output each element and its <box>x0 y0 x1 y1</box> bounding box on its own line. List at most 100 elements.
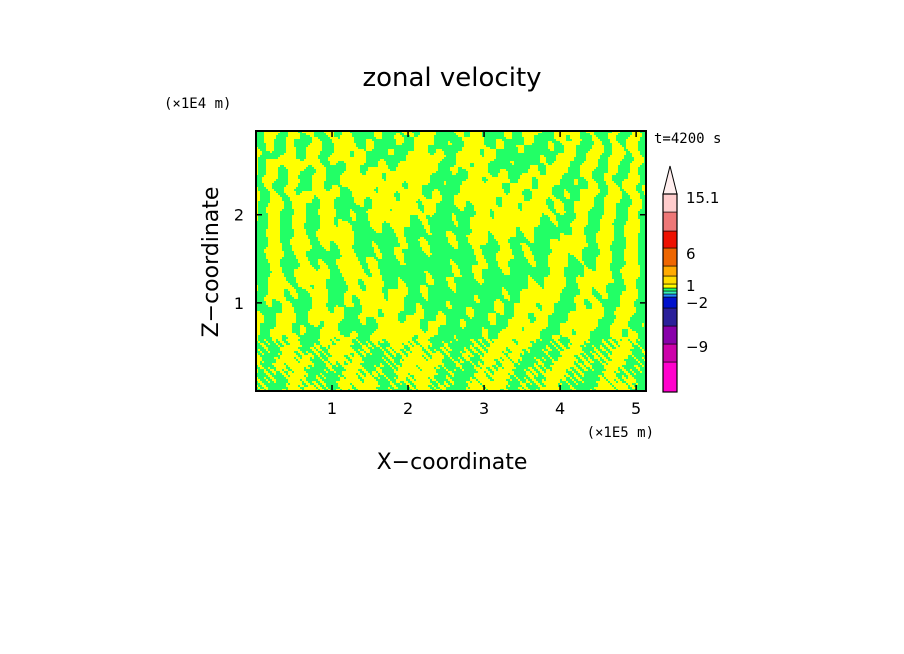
field-segment <box>276 137 286 139</box>
field-segment <box>306 221 320 223</box>
field-segment <box>458 241 468 243</box>
field-segment <box>304 369 324 371</box>
field-segment <box>598 323 612 325</box>
field-segment <box>560 349 564 351</box>
field-segment <box>612 273 622 275</box>
field-segment <box>376 259 398 261</box>
field-segment <box>540 383 544 385</box>
field-segment <box>378 309 382 311</box>
field-segment <box>634 385 646 387</box>
field-segment <box>524 351 528 353</box>
field-segment <box>638 261 646 263</box>
field-segment <box>434 143 448 145</box>
field-segment <box>432 275 454 277</box>
field-segment <box>378 383 390 385</box>
field-segment <box>284 363 286 365</box>
field-segment <box>430 381 436 383</box>
field-segment <box>364 269 370 271</box>
field-segment <box>278 173 288 175</box>
field-segment <box>586 353 592 355</box>
field-segment <box>362 381 364 383</box>
field-segment <box>584 303 592 305</box>
field-segment <box>412 345 414 347</box>
field-segment <box>288 383 290 385</box>
field-segment <box>306 167 314 169</box>
field-segment <box>264 383 286 385</box>
field-segment <box>378 263 400 265</box>
field-segment <box>414 379 416 381</box>
field-segment <box>256 283 268 285</box>
field-segment <box>580 137 592 139</box>
field-segment <box>352 133 374 135</box>
field-segment <box>582 259 596 261</box>
field-segment <box>432 343 444 345</box>
field-segment <box>396 363 402 365</box>
field-segment <box>496 319 508 321</box>
field-segment <box>300 173 314 175</box>
field-segment <box>314 385 316 387</box>
colorbar-label: 6 <box>686 245 696 263</box>
field-segment <box>362 359 384 361</box>
field-segment <box>586 225 600 227</box>
field-segment <box>362 357 382 359</box>
field-segment <box>456 237 468 239</box>
field-segment <box>506 193 508 195</box>
field-segment <box>564 375 566 377</box>
field-segment <box>596 195 606 197</box>
field-segment <box>604 355 608 357</box>
field-segment <box>296 313 308 315</box>
field-segment <box>258 285 268 287</box>
field-segment <box>386 163 398 165</box>
field-segment <box>394 351 396 353</box>
field-segment <box>306 213 318 215</box>
field-segment <box>548 197 550 199</box>
field-segment <box>616 215 628 217</box>
field-segment <box>638 141 646 143</box>
field-segment <box>298 335 320 337</box>
field-segment <box>318 137 330 139</box>
field-segment <box>636 185 642 187</box>
field-segment <box>600 189 608 191</box>
field-segment <box>400 381 404 383</box>
field-segment <box>420 209 424 211</box>
field-segment <box>534 141 548 143</box>
field-segment <box>404 141 414 143</box>
field-segment <box>506 347 508 349</box>
field-segment <box>478 295 504 297</box>
field-segment <box>572 385 598 387</box>
field-segment <box>286 365 288 367</box>
field-segment <box>554 195 564 197</box>
field-segment <box>256 243 268 245</box>
field-segment <box>398 319 406 321</box>
field-segment <box>390 387 394 389</box>
field-segment <box>436 207 458 209</box>
field-segment <box>404 233 428 235</box>
field-segment <box>562 343 568 345</box>
field-segment <box>336 215 350 217</box>
field-segment <box>326 175 340 177</box>
field-segment <box>304 225 320 227</box>
field-segment <box>556 217 576 219</box>
field-segment <box>306 219 320 221</box>
field-segment <box>258 147 266 149</box>
field-segment <box>614 219 628 221</box>
field-segment <box>270 381 274 383</box>
field-segment <box>628 371 632 373</box>
field-segment <box>632 375 646 377</box>
x-tick-label: 5 <box>631 399 641 418</box>
field-segment <box>334 205 360 207</box>
field-segment <box>434 141 448 143</box>
field-segment <box>296 315 308 317</box>
x-tick-label: 3 <box>479 399 489 418</box>
field-segment <box>352 355 354 357</box>
field-segment <box>482 133 504 135</box>
field-segment <box>438 333 482 335</box>
field-segment <box>520 355 548 357</box>
field-segment <box>318 375 322 377</box>
field-segment <box>356 351 360 353</box>
field-segment <box>402 183 408 185</box>
field-segment <box>444 157 456 159</box>
field-segment <box>256 175 264 177</box>
field-segment <box>480 153 484 155</box>
field-segment <box>272 185 286 187</box>
